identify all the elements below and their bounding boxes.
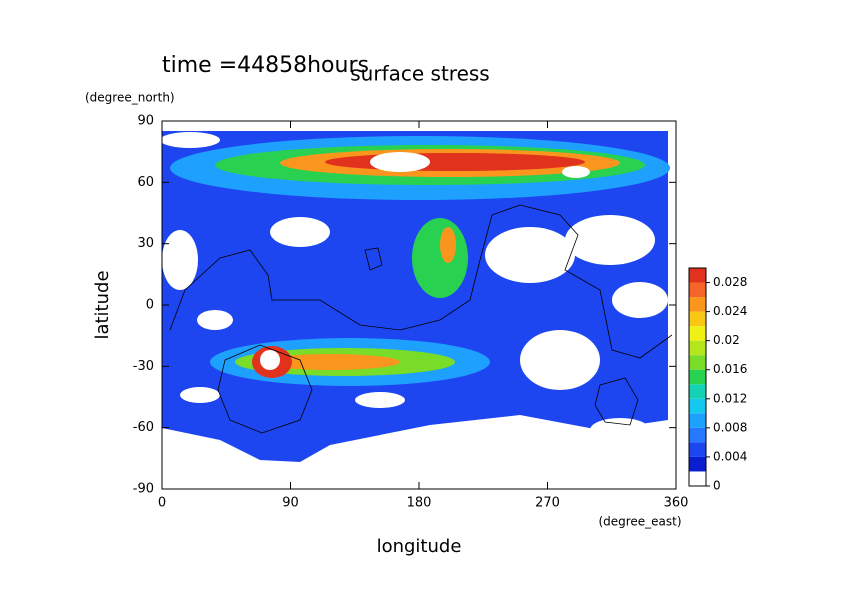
field (162, 131, 673, 462)
annotation: time =44858hours (162, 53, 369, 78)
y-tick-label: -90 (133, 482, 154, 497)
colorbar-frame (688, 267, 707, 487)
colorbar-tick-label: 0.028 (713, 275, 747, 289)
field-blob (412, 218, 468, 298)
colorbar-tick-label: 0.004 (713, 449, 747, 463)
colorbar-segment (689, 442, 706, 457)
x-tick-label: 360 (664, 496, 689, 511)
y-axis-label: latitude (92, 270, 113, 339)
colorbar-tick-label: 0.02 (713, 333, 740, 347)
colorbar-segment (689, 297, 706, 312)
x-tick-label: 270 (535, 496, 560, 511)
field-band (325, 153, 585, 171)
y-unit: (degree_north) (85, 91, 175, 105)
field-gap (370, 152, 430, 172)
colorbar-tick-label: 0 (713, 479, 721, 493)
field-gap (562, 166, 590, 178)
colorbar-segment (689, 384, 706, 399)
colorbar-segment (689, 398, 706, 414)
y-tick-label: -60 (133, 420, 154, 435)
colorbar-tick-label: 0.012 (713, 391, 747, 405)
colorbar-segment (689, 369, 706, 385)
colorbar-segment (689, 340, 706, 356)
y-tick-label: 30 (137, 236, 154, 251)
coastline (169, 204, 673, 434)
colorbar-tick-label: 0.016 (713, 362, 747, 376)
field-gap (260, 350, 280, 370)
x-unit: (degree_east) (598, 515, 681, 529)
chart-title: surface stress (350, 62, 489, 86)
colorbar-segment (689, 355, 706, 370)
y-tick-label: 0 (146, 298, 154, 313)
colorbar-segment (689, 471, 706, 486)
x-tick-label: 180 (407, 496, 432, 511)
colorbar-segment (689, 456, 706, 472)
y-tick-label: 60 (137, 175, 154, 190)
colorbar-tick-label: 0.024 (713, 304, 747, 318)
x-tick-label: 0 (158, 496, 166, 511)
x-axis-label: longitude (377, 536, 462, 557)
colorbar-segment (689, 413, 706, 428)
colorbar-segment (689, 268, 706, 283)
y-tick-label: 90 (137, 114, 154, 129)
colorbar-segment (689, 311, 706, 327)
colorbar-segment (689, 282, 706, 298)
colorbar-tick-label: 0.008 (713, 420, 747, 434)
field-gaps (162, 132, 668, 442)
x-tick-label: 90 (282, 496, 299, 511)
field-blob (440, 227, 456, 263)
colorbar-segment (689, 326, 706, 341)
colorbar-segment (689, 427, 706, 443)
y-tick-label: -30 (133, 359, 154, 374)
